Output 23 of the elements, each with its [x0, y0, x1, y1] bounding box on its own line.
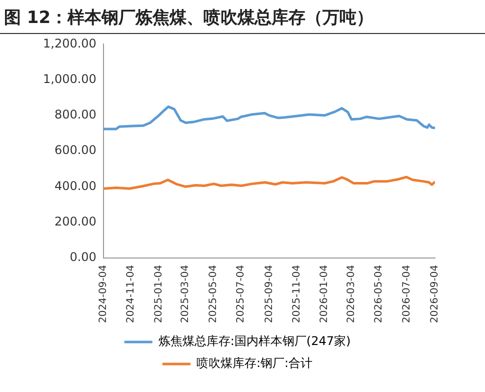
x-tick-label: 2026-01-04	[319, 264, 330, 324]
x-tick-label: 2026-05-04	[374, 264, 385, 324]
x-tick-label: 2024-11-04	[126, 264, 137, 324]
legend-label: 炼焦煤总库存:国内样本钢厂(247家)	[158, 334, 351, 348]
x-tick-label: 2024-09-04	[98, 264, 110, 324]
x-tick-label: 2025-01-04	[153, 264, 164, 324]
y-tick-label: 1,200.00	[43, 36, 96, 50]
x-tick-label: 2025-05-04	[208, 264, 219, 324]
x-tick-label: 2025-09-04	[264, 264, 275, 324]
chart-title: 图 12：样本钢厂炼焦煤、喷吹煤总库存（万吨）	[0, 0, 485, 34]
x-tick-label: 2026-03-04	[346, 264, 358, 324]
y-tick-label: 200.00	[54, 214, 96, 228]
x-tick-label: 2025-03-04	[180, 264, 192, 324]
x-tick-label: 2025-11-04	[292, 264, 303, 324]
x-tick-label: 2026-07-04	[401, 264, 412, 324]
y-tick-label: 1,000.00	[43, 72, 96, 86]
legend-label: 喷吹煤库存:钢厂:合计	[196, 356, 313, 370]
y-tick-label: 800.00	[54, 108, 96, 122]
y-tick-label: 400.00	[54, 178, 96, 193]
y-tick-label: 600.00	[54, 143, 96, 158]
x-tick-label: 2026-09-04	[430, 264, 441, 324]
x-tick-label: 2025-07-04	[236, 264, 247, 324]
y-tick-label: 0.00	[70, 250, 96, 264]
